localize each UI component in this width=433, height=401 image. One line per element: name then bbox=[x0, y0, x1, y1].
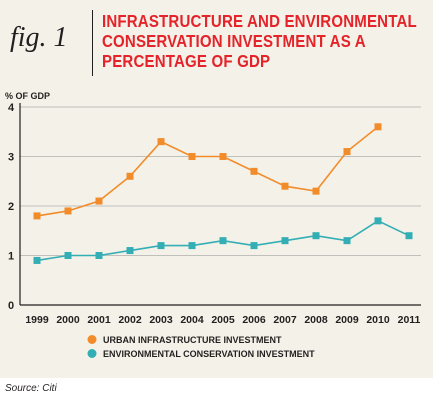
x-tick-label: 2000 bbox=[56, 314, 80, 326]
data-point-environmental bbox=[157, 242, 165, 250]
data-point-environmental bbox=[95, 252, 103, 259]
data-point-environmental bbox=[343, 237, 351, 245]
chart-title: INFRASTRUCTURE AND ENVIRONMENTAL CONSERV… bbox=[102, 11, 417, 71]
data-point-environmental bbox=[405, 232, 413, 240]
x-tick-label: 2007 bbox=[273, 314, 297, 326]
y-tick-label: 3 bbox=[8, 152, 14, 164]
chart-title-line-3: PERCENTAGE OF GDP bbox=[102, 51, 271, 71]
data-point-urban bbox=[312, 187, 320, 195]
y-axis-title: % OF GDP bbox=[5, 91, 50, 101]
data-point-urban bbox=[374, 123, 382, 131]
x-tick-label: 2005 bbox=[211, 314, 235, 326]
series-line-urban bbox=[36, 126, 379, 217]
data-point-urban bbox=[95, 197, 103, 205]
y-tick-label: 1 bbox=[8, 251, 14, 263]
title-divider bbox=[92, 10, 93, 76]
x-tick-label: 2002 bbox=[118, 314, 142, 326]
data-point-urban bbox=[343, 148, 351, 156]
x-tick-label: 2003 bbox=[149, 314, 173, 326]
data-point-environmental bbox=[219, 237, 227, 245]
legend-marker-environmental bbox=[87, 349, 97, 358]
figure-number: fig. 1 bbox=[10, 22, 68, 53]
x-tick-label: 2009 bbox=[335, 314, 359, 326]
data-point-urban bbox=[64, 207, 72, 215]
x-tick-label: 2008 bbox=[304, 314, 328, 326]
data-point-environmental bbox=[312, 232, 320, 240]
x-tick-label: 2010 bbox=[366, 314, 390, 326]
y-tick-label: 2 bbox=[8, 201, 14, 213]
data-point-urban bbox=[250, 167, 258, 175]
data-point-urban bbox=[219, 153, 227, 160]
x-tick-label: 2001 bbox=[87, 314, 111, 326]
y-tick-label: 0 bbox=[8, 300, 14, 312]
data-point-environmental bbox=[374, 217, 382, 225]
data-point-urban bbox=[33, 212, 41, 220]
data-point-environmental bbox=[188, 242, 196, 250]
x-tick-label: 2011 bbox=[398, 314, 421, 326]
chart-title-line-1: INFRASTRUCTURE AND ENVIRONMENTAL bbox=[102, 11, 417, 31]
legend-marker-urban bbox=[87, 335, 97, 344]
data-point-environmental bbox=[33, 256, 41, 264]
legend-label-environmental: ENVIRONMENTAL CONSERVATION INVESTMENT bbox=[103, 349, 315, 359]
x-tick-label: 2004 bbox=[180, 314, 204, 326]
data-point-environmental bbox=[281, 237, 289, 245]
figure-panel: fig. 1 INFRASTRUCTURE AND ENVIRONMENTAL … bbox=[0, 0, 433, 378]
x-tick-label: 1999 bbox=[25, 314, 49, 326]
chart-title-line-2: CONSERVATION INVESTMENT AS A bbox=[102, 31, 366, 51]
line-chart: % OF GDP 0 1 2 3 4 1999 2000 2001 2002 2003 2004 200… bbox=[5, 91, 421, 359]
legend-label-urban: URBAN INFRASTRUCTURE INVESTMENT bbox=[103, 335, 282, 345]
data-point-urban bbox=[188, 153, 196, 160]
data-point-urban bbox=[126, 172, 134, 180]
data-point-environmental bbox=[126, 247, 134, 255]
x-tick-label: 2006 bbox=[242, 314, 266, 326]
source-note: Source: Citi bbox=[5, 383, 57, 394]
y-tick-label: 4 bbox=[8, 102, 15, 114]
data-point-environmental bbox=[64, 252, 72, 259]
data-point-urban bbox=[281, 182, 289, 190]
data-point-urban bbox=[157, 138, 165, 146]
data-point-environmental bbox=[250, 242, 258, 250]
